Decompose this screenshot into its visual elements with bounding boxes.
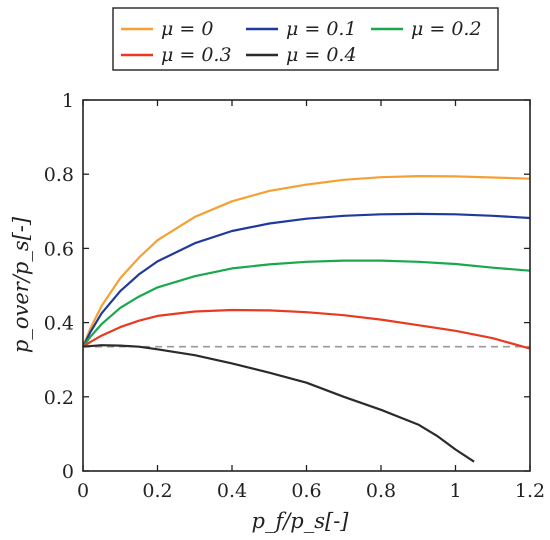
x-tick-label: 0.2 bbox=[142, 480, 172, 502]
series-line-1 bbox=[82, 212, 531, 348]
x-axis-label: p_f/p_s[-] bbox=[252, 509, 350, 533]
axis-frame bbox=[82, 99, 531, 472]
y-tick-label: 0.6 bbox=[44, 238, 74, 260]
y-axis-label: p_over/p_s[-] bbox=[9, 216, 33, 353]
x-tick-label: 0.4 bbox=[217, 480, 247, 502]
series-line-2 bbox=[82, 259, 531, 348]
legend-label-3: μ = 0.3 bbox=[161, 44, 232, 66]
series-line-0 bbox=[81, 175, 531, 348]
legend-label-4: μ = 0.4 bbox=[286, 44, 357, 66]
y-tick-label: 0.2 bbox=[44, 387, 74, 409]
legend-label-1: μ = 0.1 bbox=[286, 18, 357, 40]
y-tick-label: 0.4 bbox=[44, 313, 74, 335]
y-tick-label: 0 bbox=[62, 461, 74, 483]
x-tick-label: 1 bbox=[449, 480, 461, 502]
series-line-4 bbox=[82, 344, 475, 463]
y-tick-label: 0.8 bbox=[44, 164, 74, 186]
x-tick-label: 1.2 bbox=[515, 480, 545, 502]
y-tick-label: 1 bbox=[62, 90, 74, 112]
x-tick-label: 0.6 bbox=[291, 480, 321, 502]
legend-label-2: μ = 0.2 bbox=[411, 18, 482, 40]
axes: 0 0.2 0.4 0.6 0.8 1 1.2 0 0.2 0.4 0.6 0.8 1 bbox=[44, 90, 545, 502]
x-tick-label: 0.8 bbox=[366, 480, 396, 502]
series-line-3 bbox=[82, 308, 531, 350]
x-tick-label: 0 bbox=[77, 480, 89, 502]
legend-box bbox=[112, 7, 499, 71]
legend: μ = 0 μ = 0.1 μ = 0.2 μ = 0.3 μ = 0.4 bbox=[112, 7, 499, 71]
plot-area bbox=[81, 175, 531, 463]
legend-label-0: μ = 0 bbox=[161, 18, 213, 40]
